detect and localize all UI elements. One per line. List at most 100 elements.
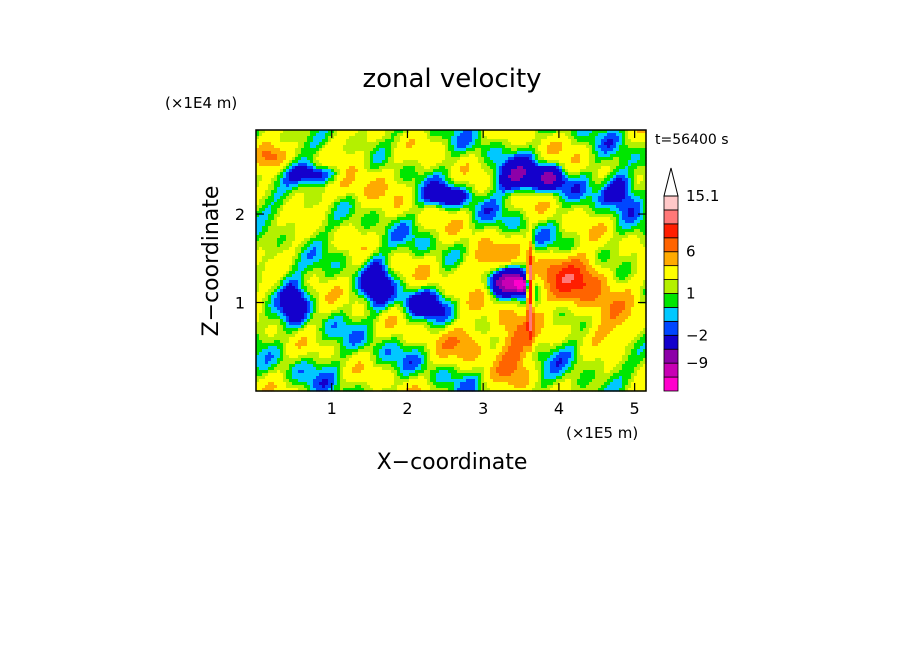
field-cell (319, 214, 323, 218)
field-cell (553, 190, 557, 194)
field-cell (547, 226, 551, 230)
field-cell (298, 208, 302, 212)
field-cell (562, 226, 566, 230)
field-cell (628, 220, 632, 224)
field-cell (385, 223, 389, 227)
field-cell (520, 175, 524, 179)
field-cell (418, 217, 422, 221)
field-cell (499, 151, 503, 155)
field-cell (427, 205, 431, 209)
field-cell (517, 163, 521, 167)
field-cell (625, 142, 629, 146)
field-cell (442, 133, 446, 137)
field-cell (409, 151, 413, 155)
field-cell (538, 139, 542, 143)
field-cell (313, 142, 317, 146)
field-cell (478, 241, 482, 245)
field-cell (436, 196, 440, 200)
field-cell (472, 130, 476, 134)
field-cell (385, 136, 389, 140)
field-cell (403, 196, 407, 200)
field-cell (577, 205, 581, 209)
field-cell (640, 178, 644, 182)
field-cell (610, 193, 614, 197)
field-cell (538, 226, 542, 230)
field-cell (412, 238, 416, 242)
field-cell (259, 214, 263, 218)
field-cell (289, 220, 293, 224)
field-cell (511, 181, 515, 185)
field-cell (589, 217, 593, 221)
field-cell (286, 157, 290, 161)
field-cell (394, 193, 398, 197)
field-cell (529, 232, 533, 236)
field-cell (394, 214, 398, 218)
field-cell (475, 211, 479, 215)
field-cell (283, 187, 287, 191)
field-cell (346, 145, 350, 149)
field-cell (391, 151, 395, 155)
field-cell (310, 229, 314, 233)
field-cell (448, 196, 452, 200)
field-cell (283, 145, 287, 149)
field-cell (475, 142, 479, 146)
field-cell (274, 187, 278, 191)
field-cell (523, 241, 527, 245)
field-cell (367, 130, 371, 134)
field-cell (313, 196, 317, 200)
field-cell (622, 169, 626, 173)
field-cell (577, 235, 581, 239)
field-cell (565, 151, 569, 155)
field-cell (415, 178, 419, 182)
field-cell (472, 169, 476, 173)
field-cell (295, 205, 299, 209)
field-cell (541, 148, 545, 152)
field-cell (352, 205, 356, 209)
field-cell (307, 169, 311, 173)
field-cell (475, 238, 479, 242)
field-cell (307, 196, 311, 200)
field-cell (574, 193, 578, 197)
field-cell (535, 166, 539, 170)
field-cell (487, 184, 491, 188)
field-cell (601, 139, 605, 143)
field-cell (355, 148, 359, 152)
field-cell (466, 235, 470, 239)
field-cell (394, 244, 398, 248)
field-cell (568, 154, 572, 158)
field-cell (331, 148, 335, 152)
field-cell (430, 190, 434, 194)
field-cell (553, 196, 557, 200)
field-cell (433, 220, 437, 224)
field-cell (319, 154, 323, 158)
field-cell (583, 133, 587, 137)
field-cell (445, 133, 449, 137)
field-cell (283, 202, 287, 206)
field-cell (385, 193, 389, 197)
field-cell (322, 178, 326, 182)
field-cell (307, 151, 311, 155)
field-cell (583, 175, 587, 179)
field-cell (448, 148, 452, 152)
field-cell (283, 205, 287, 209)
field-cell (490, 160, 494, 164)
field-cell (517, 145, 521, 149)
field-cell (454, 142, 458, 146)
field-cell (550, 181, 554, 185)
field-cell (391, 190, 395, 194)
field-cell (583, 241, 587, 245)
field-cell (631, 169, 635, 173)
field-cell (508, 202, 512, 206)
field-cell (328, 172, 332, 176)
field-cell (493, 241, 497, 245)
field-cell (343, 151, 347, 155)
field-cell (259, 154, 263, 158)
field-cell (529, 217, 533, 221)
field-cell (580, 181, 584, 185)
field-cell (364, 151, 368, 155)
field-cell (445, 241, 449, 245)
field-cell (280, 223, 284, 227)
field-cell (589, 214, 593, 218)
field-cell (547, 187, 551, 191)
field-cell (430, 184, 434, 188)
